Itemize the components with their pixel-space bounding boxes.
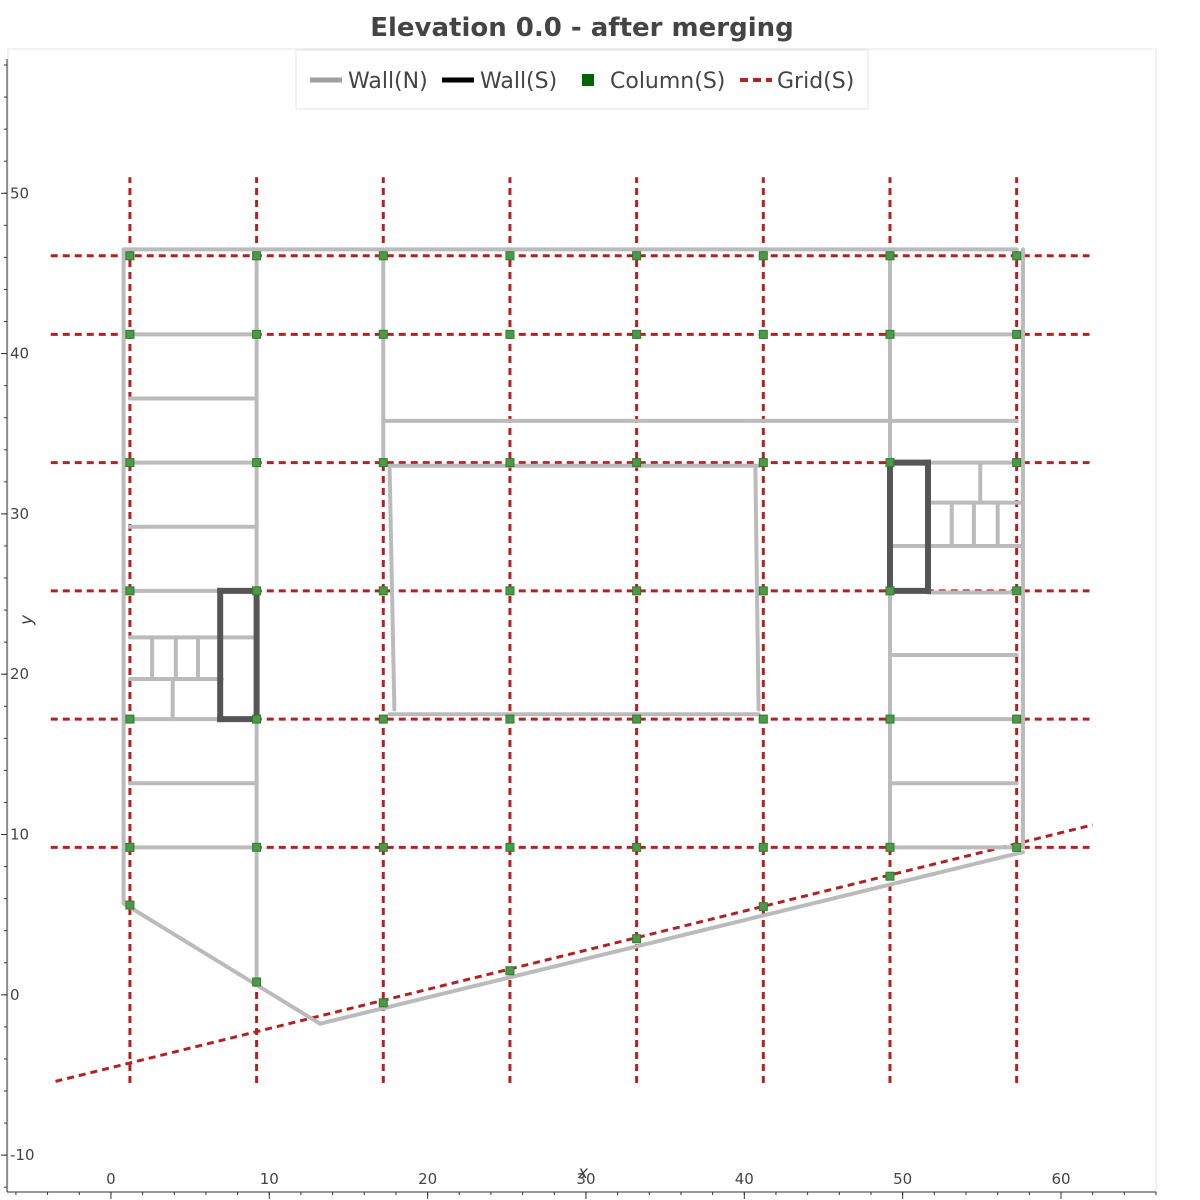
column-marker — [378, 998, 388, 1008]
column-marker — [252, 586, 262, 596]
column-marker — [632, 714, 642, 724]
column-marker — [125, 586, 135, 596]
column-marker — [125, 251, 135, 261]
column-markers — [125, 251, 1022, 1008]
x-tick-label: 20 — [418, 1170, 437, 1188]
column-marker — [125, 458, 135, 468]
x-axis-label: x — [577, 1163, 589, 1183]
column-marker — [252, 714, 262, 724]
column-marker — [1012, 329, 1022, 339]
column-marker — [125, 329, 135, 339]
wall-s-lines — [217, 459, 931, 723]
legend-label-grid-s: Grid(S) — [777, 69, 854, 94]
column-marker — [378, 251, 388, 261]
plot-area — [50, 177, 1094, 1083]
column-marker — [1012, 458, 1022, 468]
y-tick-label: 40 — [10, 345, 29, 363]
y-tick-label: 10 — [10, 826, 29, 844]
chart-title: Elevation 0.0 - after merging — [370, 13, 794, 43]
legend-swatch-column-s — [582, 74, 594, 86]
y-tick-label: -10 — [10, 1146, 35, 1164]
column-marker — [505, 586, 515, 596]
column-marker — [632, 329, 642, 339]
plot-frame — [7, 48, 1157, 1193]
wall-n-line — [121, 901, 322, 1026]
grid-line — [55, 823, 1094, 1083]
column-marker — [1012, 586, 1022, 596]
column-marker — [758, 902, 768, 912]
column-marker — [505, 842, 515, 852]
y-tick-label: 30 — [10, 505, 29, 523]
column-marker — [758, 586, 768, 596]
y-tick-label: 0 — [10, 986, 20, 1004]
x-tick-label: 60 — [1051, 1170, 1070, 1188]
column-marker — [885, 329, 895, 339]
axes: -10 0 10 20 30 40 50 0 10 20 30 40 50 60 — [1, 59, 1157, 1199]
column-marker — [378, 842, 388, 852]
column-marker — [252, 977, 262, 987]
column-marker — [125, 900, 135, 910]
column-marker — [885, 458, 895, 468]
column-marker — [1012, 251, 1022, 261]
column-marker — [632, 458, 642, 468]
legend-label-wall-s: Wall(S) — [480, 69, 557, 94]
column-marker — [505, 329, 515, 339]
column-marker — [378, 586, 388, 596]
wall-n-line — [387, 467, 397, 712]
column-marker — [505, 966, 515, 976]
legend: Wall(N) Wall(S) Column(S) Grid(S) — [295, 49, 869, 110]
column-marker — [632, 934, 642, 944]
column-marker — [252, 329, 262, 339]
column-marker — [1012, 714, 1022, 724]
x-tick-label: 50 — [893, 1170, 912, 1188]
y-tick-label: 20 — [10, 665, 29, 683]
x-tick-label: 40 — [735, 1170, 754, 1188]
x-tick-label: 0 — [106, 1170, 116, 1188]
column-marker — [505, 458, 515, 468]
column-marker — [885, 714, 895, 724]
wall-n-line — [753, 467, 761, 712]
column-marker — [632, 842, 642, 852]
wall-n-line — [317, 850, 1025, 1026]
column-marker — [885, 871, 895, 881]
column-marker — [252, 251, 262, 261]
column-marker — [1012, 842, 1022, 852]
x-tick-label: 10 — [260, 1170, 279, 1188]
column-marker — [505, 714, 515, 724]
column-marker — [378, 458, 388, 468]
column-marker — [252, 458, 262, 468]
y-axis-label: y — [17, 614, 37, 626]
legend-label-column-s: Column(S) — [610, 69, 725, 94]
column-marker — [632, 251, 642, 261]
column-marker — [758, 714, 768, 724]
column-marker — [885, 586, 895, 596]
column-marker — [378, 714, 388, 724]
column-marker — [758, 251, 768, 261]
wall-n-lines — [121, 247, 1025, 1026]
column-marker — [125, 714, 135, 724]
grid-lines — [50, 177, 1094, 1083]
legend-label-wall-n: Wall(N) — [348, 69, 428, 94]
column-marker — [252, 842, 262, 852]
column-marker — [758, 842, 768, 852]
column-marker — [378, 329, 388, 339]
column-marker — [885, 842, 895, 852]
x-tick-label: 30 — [576, 1170, 595, 1188]
column-marker — [125, 842, 135, 852]
column-marker — [758, 458, 768, 468]
column-marker — [632, 586, 642, 596]
y-tick-label: 50 — [10, 184, 29, 202]
column-marker — [505, 251, 515, 261]
column-marker — [885, 251, 895, 261]
column-marker — [758, 329, 768, 339]
